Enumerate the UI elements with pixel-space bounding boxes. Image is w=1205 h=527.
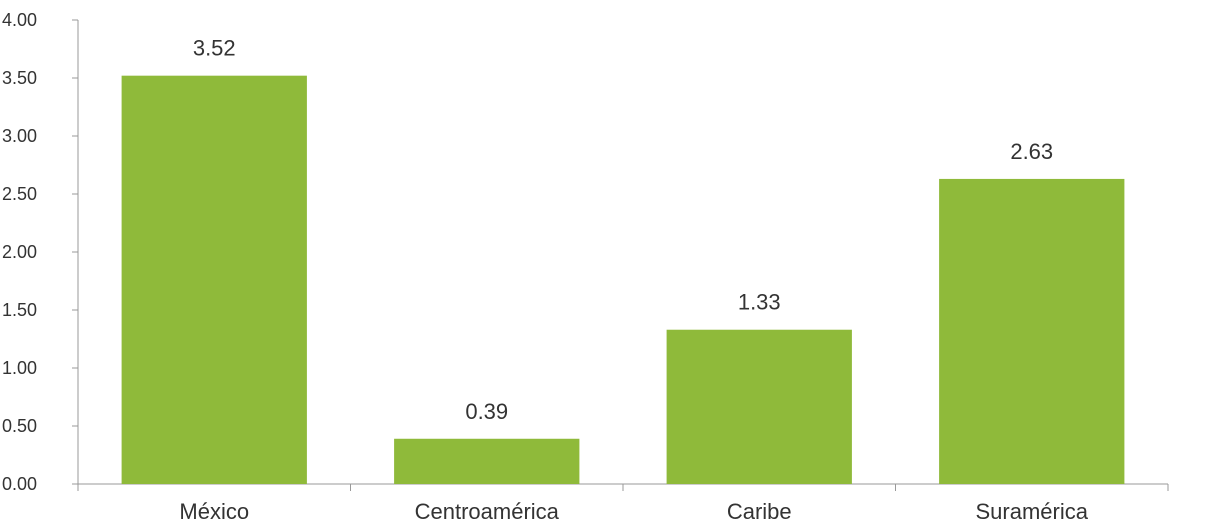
y-tick-label: 2.00 — [2, 242, 37, 262]
y-tick-label: 2.50 — [2, 184, 37, 204]
bar-2 — [666, 329, 852, 484]
y-tick-label: 0.00 — [2, 474, 37, 494]
data-labels: 3.52 0.39 1.33 2.63 — [193, 36, 1053, 424]
y-tick-label: 3.00 — [2, 126, 37, 146]
bars — [121, 75, 1125, 485]
y-tick-label: 1.50 — [2, 300, 37, 320]
bar-3 — [939, 178, 1125, 485]
x-category-label-3: Suramérica — [976, 499, 1089, 524]
data-label-0: 3.52 — [193, 36, 236, 61]
y-tick-label: 3.50 — [2, 68, 37, 88]
data-label-2: 1.33 — [738, 290, 781, 315]
x-category-label-1: Centroamérica — [415, 499, 560, 524]
x-axis: México Centroamérica Caribe Suramérica — [77, 483, 1169, 524]
y-axis: 0.00 0.50 1.00 1.50 2.00 2.50 3.00 3.50 4.00 — [2, 10, 79, 494]
x-category-label-0: México — [179, 499, 249, 524]
bar-1 — [394, 438, 580, 484]
y-tick-label: 0.50 — [2, 416, 37, 436]
data-label-3: 2.63 — [1010, 139, 1053, 164]
x-category-label-2: Caribe — [727, 499, 792, 524]
y-tick-label: 1.00 — [2, 358, 37, 378]
y-tick-label: 4.00 — [2, 10, 37, 30]
data-label-1: 0.39 — [465, 399, 508, 424]
bar-0 — [121, 75, 307, 485]
